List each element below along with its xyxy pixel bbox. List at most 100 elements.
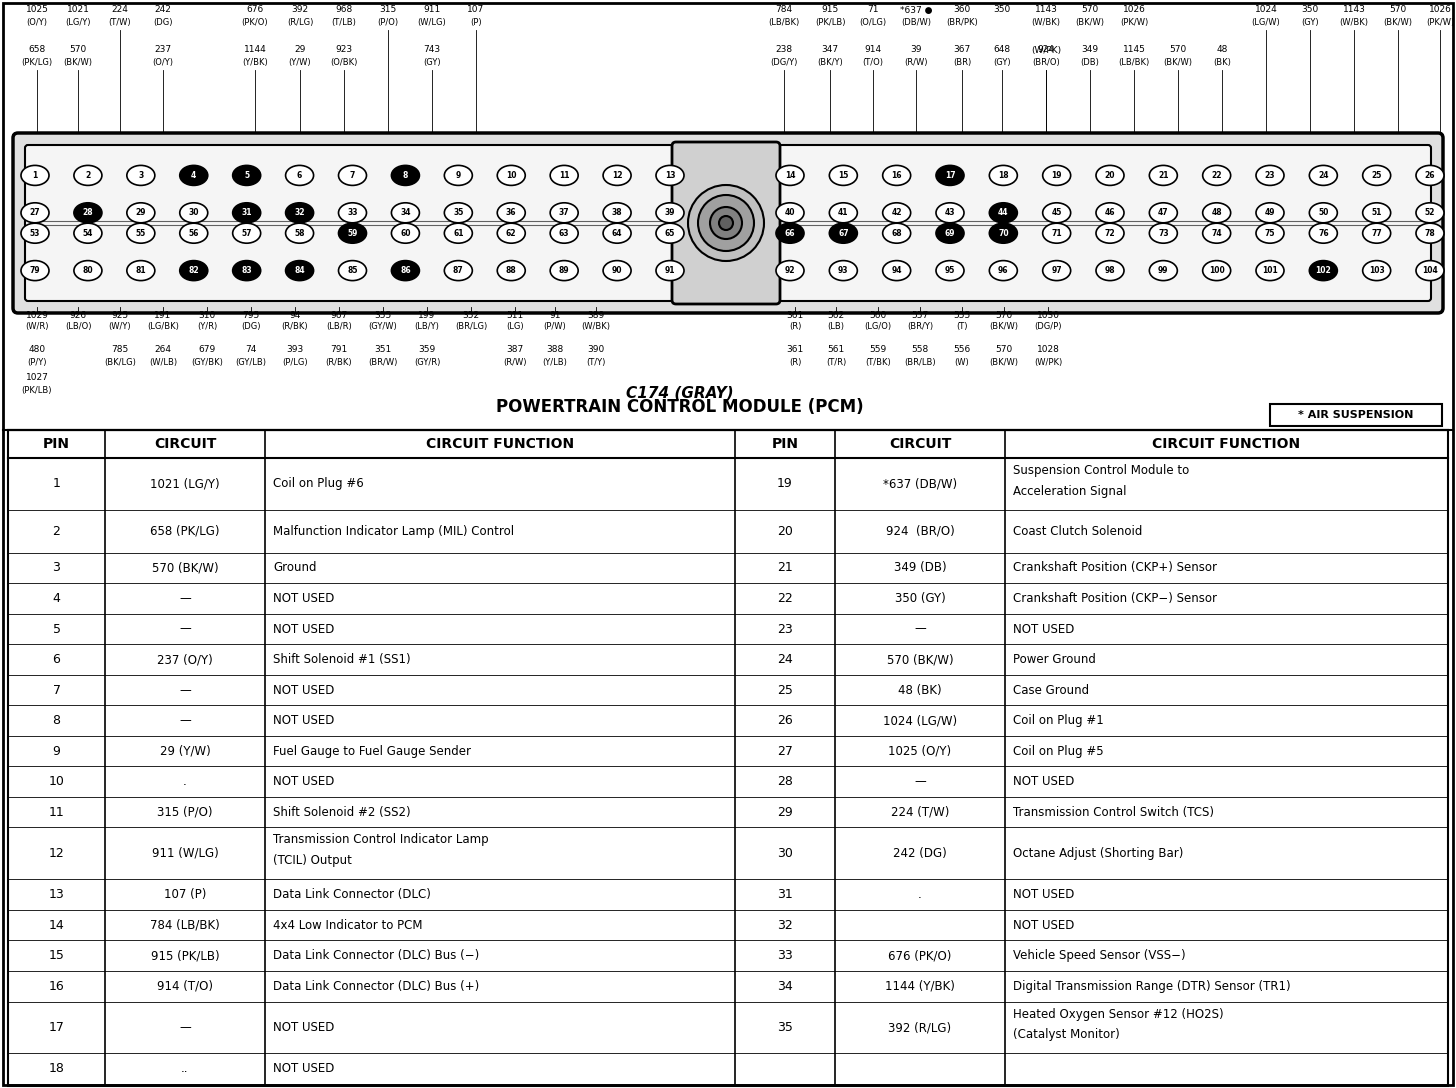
Ellipse shape [603,261,630,281]
Text: (BR/PK): (BR/PK) [946,17,978,26]
Ellipse shape [179,261,208,281]
Ellipse shape [550,223,578,244]
Text: 22: 22 [1211,171,1222,180]
Text: 48 (BK): 48 (BK) [898,683,942,696]
Text: NOT USED: NOT USED [274,622,335,635]
Text: 55: 55 [135,228,146,237]
Text: —: — [914,622,926,635]
Text: 15: 15 [839,171,849,180]
Ellipse shape [20,202,50,223]
Ellipse shape [1042,261,1070,281]
Text: * AIR SUSPENSION: * AIR SUSPENSION [1299,410,1414,420]
Text: (O/Y): (O/Y) [26,17,48,26]
Ellipse shape [74,165,102,185]
Text: Case Ground: Case Ground [1013,683,1089,696]
Text: 14: 14 [785,171,795,180]
Text: 3: 3 [138,171,144,180]
Ellipse shape [830,202,858,223]
Ellipse shape [776,202,804,223]
Text: 71: 71 [1051,228,1061,237]
Text: 56: 56 [189,228,199,237]
Text: 92: 92 [785,267,795,275]
Text: 91: 91 [665,267,676,275]
Ellipse shape [444,165,472,185]
Ellipse shape [989,261,1018,281]
Ellipse shape [1257,223,1284,244]
Text: 77: 77 [1372,228,1382,237]
Ellipse shape [1363,223,1390,244]
Text: .: . [919,888,922,901]
Text: 791: 791 [331,346,348,355]
Text: 26: 26 [778,714,794,727]
Text: *637 ●: *637 ● [900,5,932,14]
Text: 76: 76 [1318,228,1329,237]
Text: 511: 511 [507,310,524,320]
Text: (BR/LB): (BR/LB) [904,358,936,367]
Text: 28: 28 [83,208,93,218]
Text: (Y/BK): (Y/BK) [242,58,268,66]
Ellipse shape [392,202,419,223]
Text: 8: 8 [52,714,61,727]
Ellipse shape [338,202,367,223]
Text: NOT USED: NOT USED [274,1062,335,1075]
Text: 315 (P/O): 315 (P/O) [157,806,213,819]
Text: Digital Transmission Range (DTR) Sensor (TR1): Digital Transmission Range (DTR) Sensor … [1013,980,1290,992]
Text: 349 (DB): 349 (DB) [894,561,946,574]
Text: 310: 310 [198,310,215,320]
Ellipse shape [1042,223,1070,244]
Text: 94: 94 [290,310,301,320]
Text: 1143: 1143 [1035,5,1057,14]
Text: C174 (GRAY): C174 (GRAY) [626,385,734,400]
Text: (R/W): (R/W) [904,58,927,66]
Text: 925: 925 [112,310,128,320]
Ellipse shape [1417,202,1444,223]
Text: 52: 52 [1425,208,1436,218]
Text: 570 (BK/W): 570 (BK/W) [151,561,218,574]
Text: 557: 557 [911,310,929,320]
Text: 104: 104 [1423,267,1439,275]
Text: 11: 11 [559,171,569,180]
Text: 47: 47 [1158,208,1169,218]
Text: 1025 (O/Y): 1025 (O/Y) [888,744,952,757]
Text: 915 (PK/LB): 915 (PK/LB) [150,949,220,962]
Text: Data Link Connector (DLC) Bus (−): Data Link Connector (DLC) Bus (−) [274,949,479,962]
Ellipse shape [550,261,578,281]
Text: Shift Solenoid #2 (SS2): Shift Solenoid #2 (SS2) [274,806,411,819]
Text: Ground: Ground [274,561,316,574]
Text: (R/LG): (R/LG) [287,17,313,26]
Ellipse shape [936,223,964,244]
Ellipse shape [498,223,526,244]
Text: 2: 2 [86,171,90,180]
Text: 1029: 1029 [26,310,48,320]
Text: 29: 29 [135,208,146,218]
Text: 1145: 1145 [1123,46,1146,54]
Ellipse shape [392,165,419,185]
Ellipse shape [989,223,1018,244]
Ellipse shape [1417,261,1444,281]
Text: 45: 45 [1051,208,1061,218]
Text: (LB/R): (LB/R) [326,322,352,332]
Text: 34: 34 [400,208,411,218]
Text: Shift Solenoid #1 (SS1): Shift Solenoid #1 (SS1) [274,653,411,666]
Text: 21: 21 [1158,171,1169,180]
FancyBboxPatch shape [673,143,780,304]
Ellipse shape [657,165,684,185]
Circle shape [719,217,732,230]
Text: 51: 51 [1372,208,1382,218]
Text: Crankshaft Position (CKP−) Sensor: Crankshaft Position (CKP−) Sensor [1013,592,1217,605]
Ellipse shape [1096,261,1124,281]
Text: (W/Y): (W/Y) [109,322,131,332]
Text: 66: 66 [785,228,795,237]
Ellipse shape [74,202,102,223]
Text: —: — [914,775,926,788]
Text: —: — [179,1021,191,1034]
Text: (BK/W): (BK/W) [1383,17,1412,26]
Text: Transmission Control Switch (TCS): Transmission Control Switch (TCS) [1013,806,1214,819]
Text: 24: 24 [1318,171,1328,180]
Text: 48: 48 [1211,208,1222,218]
Ellipse shape [285,223,313,244]
Text: 46: 46 [1105,208,1115,218]
Text: (T/W): (T/W) [109,17,131,26]
Text: 29: 29 [294,46,306,54]
Text: 33: 33 [347,208,358,218]
